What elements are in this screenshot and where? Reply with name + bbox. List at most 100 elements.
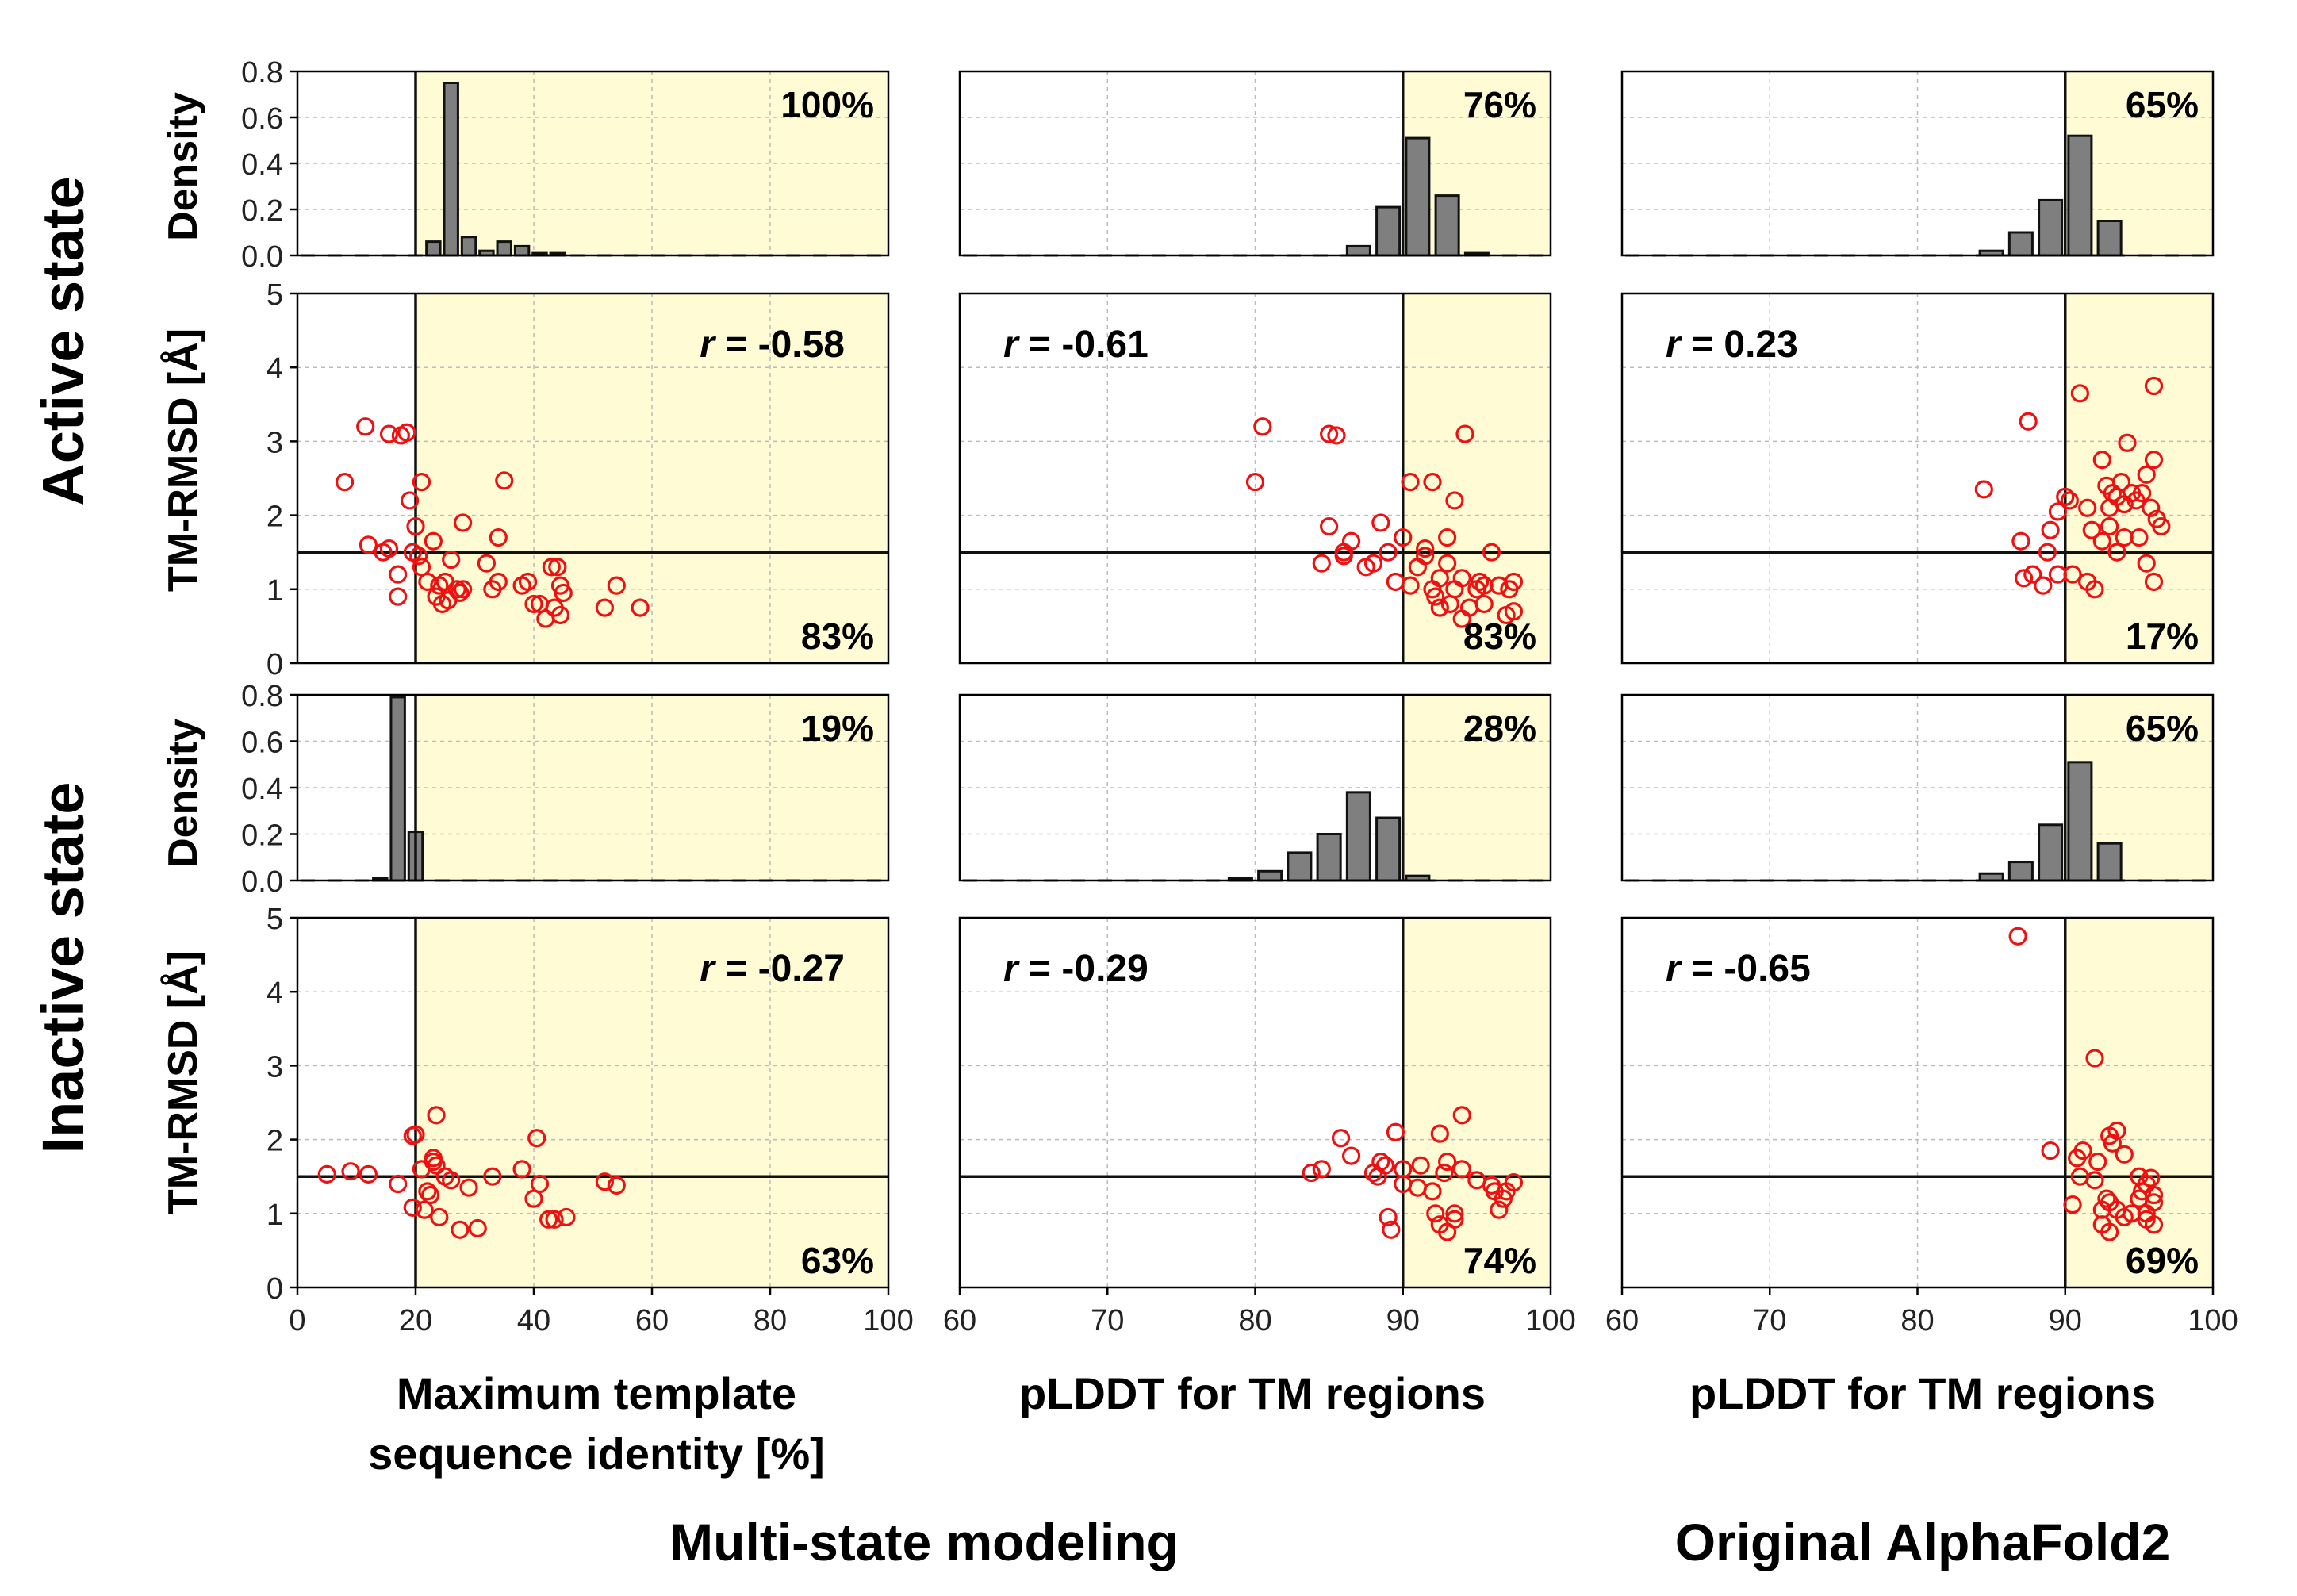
axes-frame bbox=[958, 70, 1552, 257]
data-point bbox=[1490, 1200, 1509, 1219]
row-label-inactive: Inactive state bbox=[30, 782, 96, 1154]
data-point bbox=[1363, 1163, 1383, 1183]
data-point bbox=[2041, 520, 2060, 539]
x-tick-label: 70 bbox=[1091, 1304, 1124, 1337]
correlation-symbol: r bbox=[1003, 948, 1020, 990]
data-point bbox=[1504, 602, 1524, 621]
data-point bbox=[442, 550, 461, 570]
data-point bbox=[545, 1210, 564, 1229]
y-tick-label: 0.4 bbox=[241, 148, 283, 182]
data-point bbox=[1474, 594, 1494, 614]
data-point bbox=[2056, 487, 2075, 506]
data-point bbox=[1470, 572, 1490, 592]
histogram-bar bbox=[443, 82, 459, 257]
data-point bbox=[409, 547, 428, 566]
data-point bbox=[1386, 572, 1405, 592]
data-point bbox=[2144, 451, 2164, 470]
histogram-bar bbox=[1345, 791, 1371, 882]
data-point bbox=[1445, 491, 1464, 510]
axes-frame bbox=[296, 916, 890, 1289]
hist-inactive-plddt-ms: 28% bbox=[958, 693, 1552, 882]
histogram-bar bbox=[496, 240, 512, 257]
y-tick-label: 0 bbox=[267, 648, 283, 681]
axes-frame bbox=[958, 292, 1552, 665]
data-point bbox=[336, 473, 355, 492]
data-point bbox=[1312, 1160, 1331, 1179]
data-point bbox=[2144, 1193, 2164, 1212]
data-point bbox=[2088, 1152, 2107, 1172]
data-point bbox=[1371, 1152, 1390, 1172]
histogram-bar bbox=[2096, 842, 2123, 882]
data-point bbox=[1375, 1156, 1395, 1175]
y-tick-label: 0 bbox=[267, 1272, 283, 1306]
scatter-active-template: r = -0.58 83% 0 1 2 3 4 5 bbox=[267, 278, 890, 681]
data-point bbox=[1445, 1204, 1464, 1223]
hist-inactive-plddt-af: 65% bbox=[1620, 693, 2215, 882]
hist-active-plddt-af: 65% bbox=[1620, 70, 2215, 257]
histogram-bar bbox=[2007, 861, 2034, 882]
data-point bbox=[403, 1198, 422, 1217]
data-point bbox=[1379, 543, 1398, 562]
correlation-equals: = bbox=[1018, 948, 1062, 990]
data-point bbox=[1401, 576, 1420, 595]
percent-label: 69% bbox=[2126, 1240, 2199, 1281]
correlation-equals: = bbox=[1681, 948, 1724, 990]
data-point bbox=[495, 471, 514, 490]
data-point bbox=[2085, 1049, 2104, 1068]
data-point bbox=[607, 576, 626, 595]
hist-active-plddt-ms: 76% bbox=[958, 70, 1552, 257]
data-point bbox=[1452, 1160, 1471, 1179]
x-tick-label: 70 bbox=[1753, 1304, 1786, 1337]
y-tick-label: 2 bbox=[267, 501, 283, 534]
correlation-label: r = -0.29 bbox=[1003, 948, 1148, 990]
data-point bbox=[397, 423, 416, 442]
x-tick-label: 0 bbox=[289, 1304, 305, 1337]
correlation-label: r = -0.58 bbox=[700, 324, 845, 366]
group-label-multi-state: Multi-state modeling bbox=[669, 1513, 1179, 1571]
axes-frame bbox=[1620, 292, 2215, 665]
x-tick-label: 100 bbox=[2188, 1304, 2238, 1337]
data-point bbox=[453, 513, 473, 532]
data-point bbox=[421, 1185, 440, 1205]
data-point bbox=[2152, 516, 2171, 536]
correlation-equals: = bbox=[1018, 324, 1062, 366]
percent-label: 65% bbox=[2126, 84, 2199, 125]
data-point bbox=[1504, 572, 1524, 592]
xlabel-template-line1: Maximum template bbox=[397, 1368, 796, 1418]
data-point bbox=[459, 1178, 478, 1197]
correlation-equals: = bbox=[715, 324, 758, 366]
correlation-value: -0.29 bbox=[1061, 948, 1148, 990]
histogram-bar bbox=[1287, 851, 1313, 882]
data-point bbox=[2100, 1222, 2119, 1241]
y-tick-label: 0.6 bbox=[241, 102, 283, 136]
data-point bbox=[412, 473, 431, 492]
data-point bbox=[2133, 484, 2152, 503]
data-point bbox=[2038, 543, 2057, 562]
correlation-label: r = -0.27 bbox=[700, 948, 845, 990]
histogram-bar bbox=[389, 696, 406, 882]
histogram-bar bbox=[2096, 220, 2123, 257]
percent-label: 65% bbox=[2126, 708, 2199, 749]
y-tick-label: 2 bbox=[267, 1125, 283, 1158]
shaded-region bbox=[2065, 918, 2213, 1287]
correlation-value: -0.61 bbox=[1061, 324, 1148, 366]
data-point bbox=[356, 417, 375, 436]
correlation-symbol: r bbox=[1003, 324, 1020, 366]
data-point bbox=[539, 1210, 558, 1229]
y-tick-label: 3 bbox=[267, 426, 283, 459]
histogram-bar bbox=[1978, 872, 2004, 882]
data-point bbox=[1327, 426, 1346, 445]
data-point bbox=[1416, 547, 1435, 566]
histogram-bar bbox=[2038, 823, 2064, 882]
data-point bbox=[406, 516, 425, 536]
data-point bbox=[1341, 1146, 1361, 1165]
data-point bbox=[1974, 480, 1993, 499]
percent-label: 100% bbox=[780, 84, 874, 125]
data-point bbox=[518, 572, 538, 592]
correlation-value: 0.23 bbox=[1724, 324, 1797, 366]
data-point bbox=[2100, 516, 2119, 536]
x-tick-label: 80 bbox=[754, 1304, 787, 1337]
correlation-label: r = 0.23 bbox=[1666, 324, 1798, 366]
data-point bbox=[2144, 572, 2164, 592]
data-point bbox=[1394, 528, 1413, 547]
